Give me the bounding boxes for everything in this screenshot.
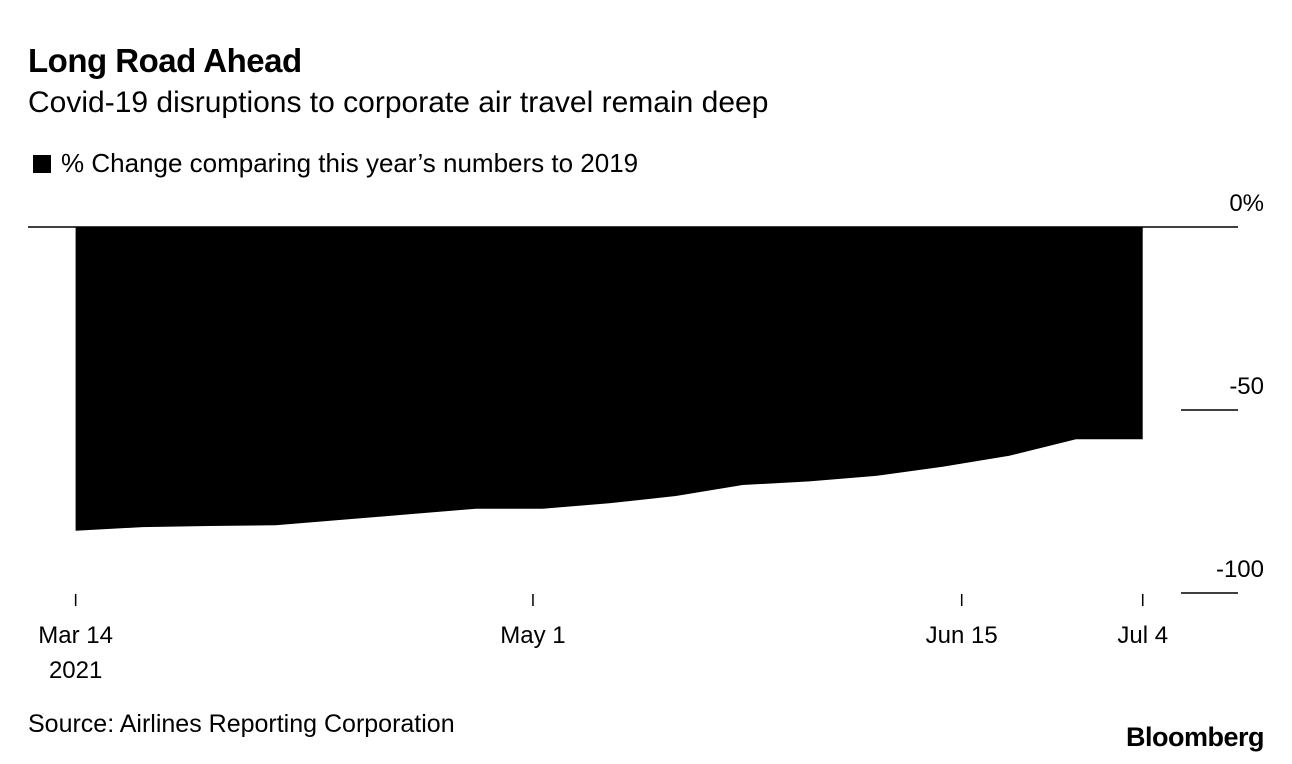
chart-title: Long Road Ahead [28, 42, 302, 79]
x-tick-label: Jun 15 [926, 622, 998, 649]
area-series [75, 227, 1143, 531]
bloomberg-logo: Bloomberg [1125, 722, 1265, 752]
y-tick-label: 0% [1229, 190, 1264, 217]
x-tick-label: May 1 [500, 622, 565, 649]
legend-label: % Change comparing this year’s numbers t… [61, 148, 639, 178]
source-note: Source: Airlines Reporting Corporation [28, 710, 455, 738]
x-tick-label: Jul 4 [1117, 622, 1168, 649]
y-axis: 0% -50 -100 [1216, 190, 1264, 583]
legend: % Change comparing this year’s numbers t… [33, 148, 638, 179]
x-axis: Mar 14 2021 May 1 Jun 15 Jul 4 [38, 594, 1168, 684]
area-layer [75, 227, 1143, 531]
x-tick-sublabel: 2021 [49, 657, 102, 684]
chart-subtitle: Covid-19 disruptions to corporate air tr… [28, 86, 769, 119]
y-tick-label: -50 [1229, 373, 1264, 400]
y-tick-label: -100 [1216, 556, 1264, 583]
legend-swatch [33, 154, 51, 173]
x-tick-label: Mar 14 [38, 622, 113, 649]
